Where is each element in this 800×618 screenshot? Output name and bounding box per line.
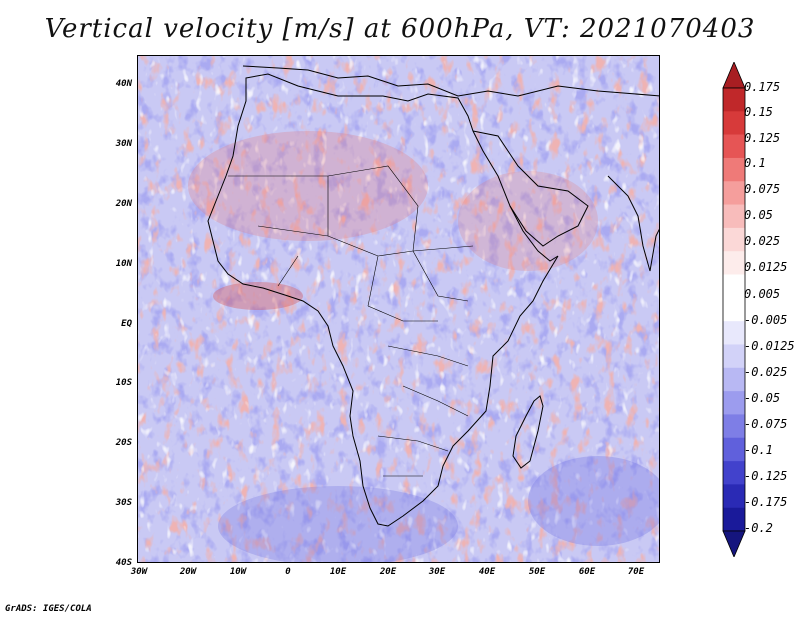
south-atlantic-descent-region: [218, 486, 458, 562]
lat-label-30s: 30S: [115, 498, 132, 508]
colorbar-arrow-bottom: [722, 530, 746, 557]
colorbar-swatch: [723, 111, 745, 135]
colorbar-swatch: [723, 88, 745, 112]
india-coastline: [607, 175, 659, 272]
lat-label-eq: EQ: [121, 319, 132, 329]
colorbar-label-0.075: 0.075: [744, 182, 781, 196]
grads-credit: GrADS: IGES/COLA: [5, 604, 92, 614]
lon-label-30w: 30W: [130, 567, 148, 577]
colorbar-swatch: [723, 484, 745, 508]
lat-label-10s: 10S: [115, 378, 132, 388]
europe-coastline: [242, 65, 659, 97]
lon-label-0: 0: [285, 567, 291, 577]
chart-title: Vertical velocity [m/s] at 600hPa, VT: 2…: [44, 14, 756, 44]
lat-label-40s: 40S: [115, 558, 132, 568]
colorbar-label-0.1: 0.1: [744, 156, 766, 170]
colorbar-swatch: [723, 251, 745, 275]
sahara-ascent-region: [188, 131, 428, 241]
gulf-of-guinea-ascent-region: [213, 282, 303, 310]
lon-label-10e: 10E: [329, 567, 347, 577]
lon-label-30e: 30E: [428, 567, 446, 577]
colorbar-swatch: [723, 507, 745, 532]
field-white-texture: [138, 56, 659, 562]
colorbar-label-neg0.175: -0.175: [744, 495, 788, 509]
colorbar-label-neg0.125: -0.125: [744, 469, 788, 483]
colorbar-swatch: [723, 344, 745, 369]
colorbar-swatch: [723, 414, 745, 439]
lon-label-20e: 20E: [379, 567, 397, 577]
madagascar-coastline: [512, 395, 544, 469]
colorbar-label-0.175: 0.175: [744, 80, 781, 94]
colorbar-label-0.025: 0.025: [744, 234, 781, 248]
lat-label-20n: 20N: [115, 199, 132, 209]
colorbar-arrow-top: [722, 62, 746, 89]
lon-label-20w: 20W: [179, 567, 197, 577]
colorbar-swatch: [723, 274, 745, 299]
colorbar-label-neg0.05: -0.05: [744, 391, 781, 405]
colorbar-swatch: [723, 134, 745, 159]
colorbar-swatch: [723, 391, 745, 415]
map-panel: [137, 55, 660, 563]
colorbar: [722, 62, 746, 557]
colorbar-label-neg0.025: -0.025: [744, 365, 788, 379]
lon-label-50e: 50E: [528, 567, 546, 577]
colorbar-label-neg0.0125: -0.0125: [744, 339, 795, 353]
lon-label-60e: 60E: [578, 567, 596, 577]
colorbar-swatch: [723, 321, 745, 345]
colorbar-swatch: [723, 157, 745, 182]
colorbar-label-0.005: 0.005: [744, 287, 781, 301]
lat-label-10n: 10N: [115, 259, 132, 269]
lat-label-30n: 30N: [115, 139, 132, 149]
colorbar-swatch: [723, 367, 745, 392]
colorbar-label-neg0.1: -0.1: [744, 443, 773, 457]
lon-label-70e: 70E: [627, 567, 645, 577]
colorbar-swatch: [723, 181, 745, 205]
country-borders: [228, 165, 474, 477]
colorbar-label-neg0.075: -0.075: [744, 417, 788, 431]
colorbar-swatch: [723, 437, 745, 462]
colorbar-swatch: [723, 227, 745, 252]
colorbar-label-0.0125: 0.0125: [744, 260, 788, 274]
colorbar-label-neg0.005: -0.005: [744, 313, 788, 327]
lon-label-10w: 10W: [229, 567, 247, 577]
colorbar-swatch: [723, 297, 745, 322]
africa-coastline: [207, 73, 559, 527]
arabia-ascent-region: [458, 171, 598, 271]
arabian-peninsula-coastline: [472, 130, 589, 247]
vertical-velocity-map: [138, 56, 659, 562]
lon-label-40e: 40E: [478, 567, 496, 577]
colorbar-swatch: [723, 461, 745, 485]
colorbar-label-neg0.2: -0.2: [744, 521, 773, 535]
lat-label-20s: 20S: [115, 438, 132, 448]
colorbar-swatch: [723, 204, 745, 229]
colorbar-label-0.15: 0.15: [744, 105, 773, 119]
colorbar-label-0.05: 0.05: [744, 208, 773, 222]
colorbar-label-0.125: 0.125: [744, 131, 781, 145]
lat-label-40n: 40N: [115, 79, 132, 89]
indian-ocean-descent-region: [528, 456, 659, 546]
